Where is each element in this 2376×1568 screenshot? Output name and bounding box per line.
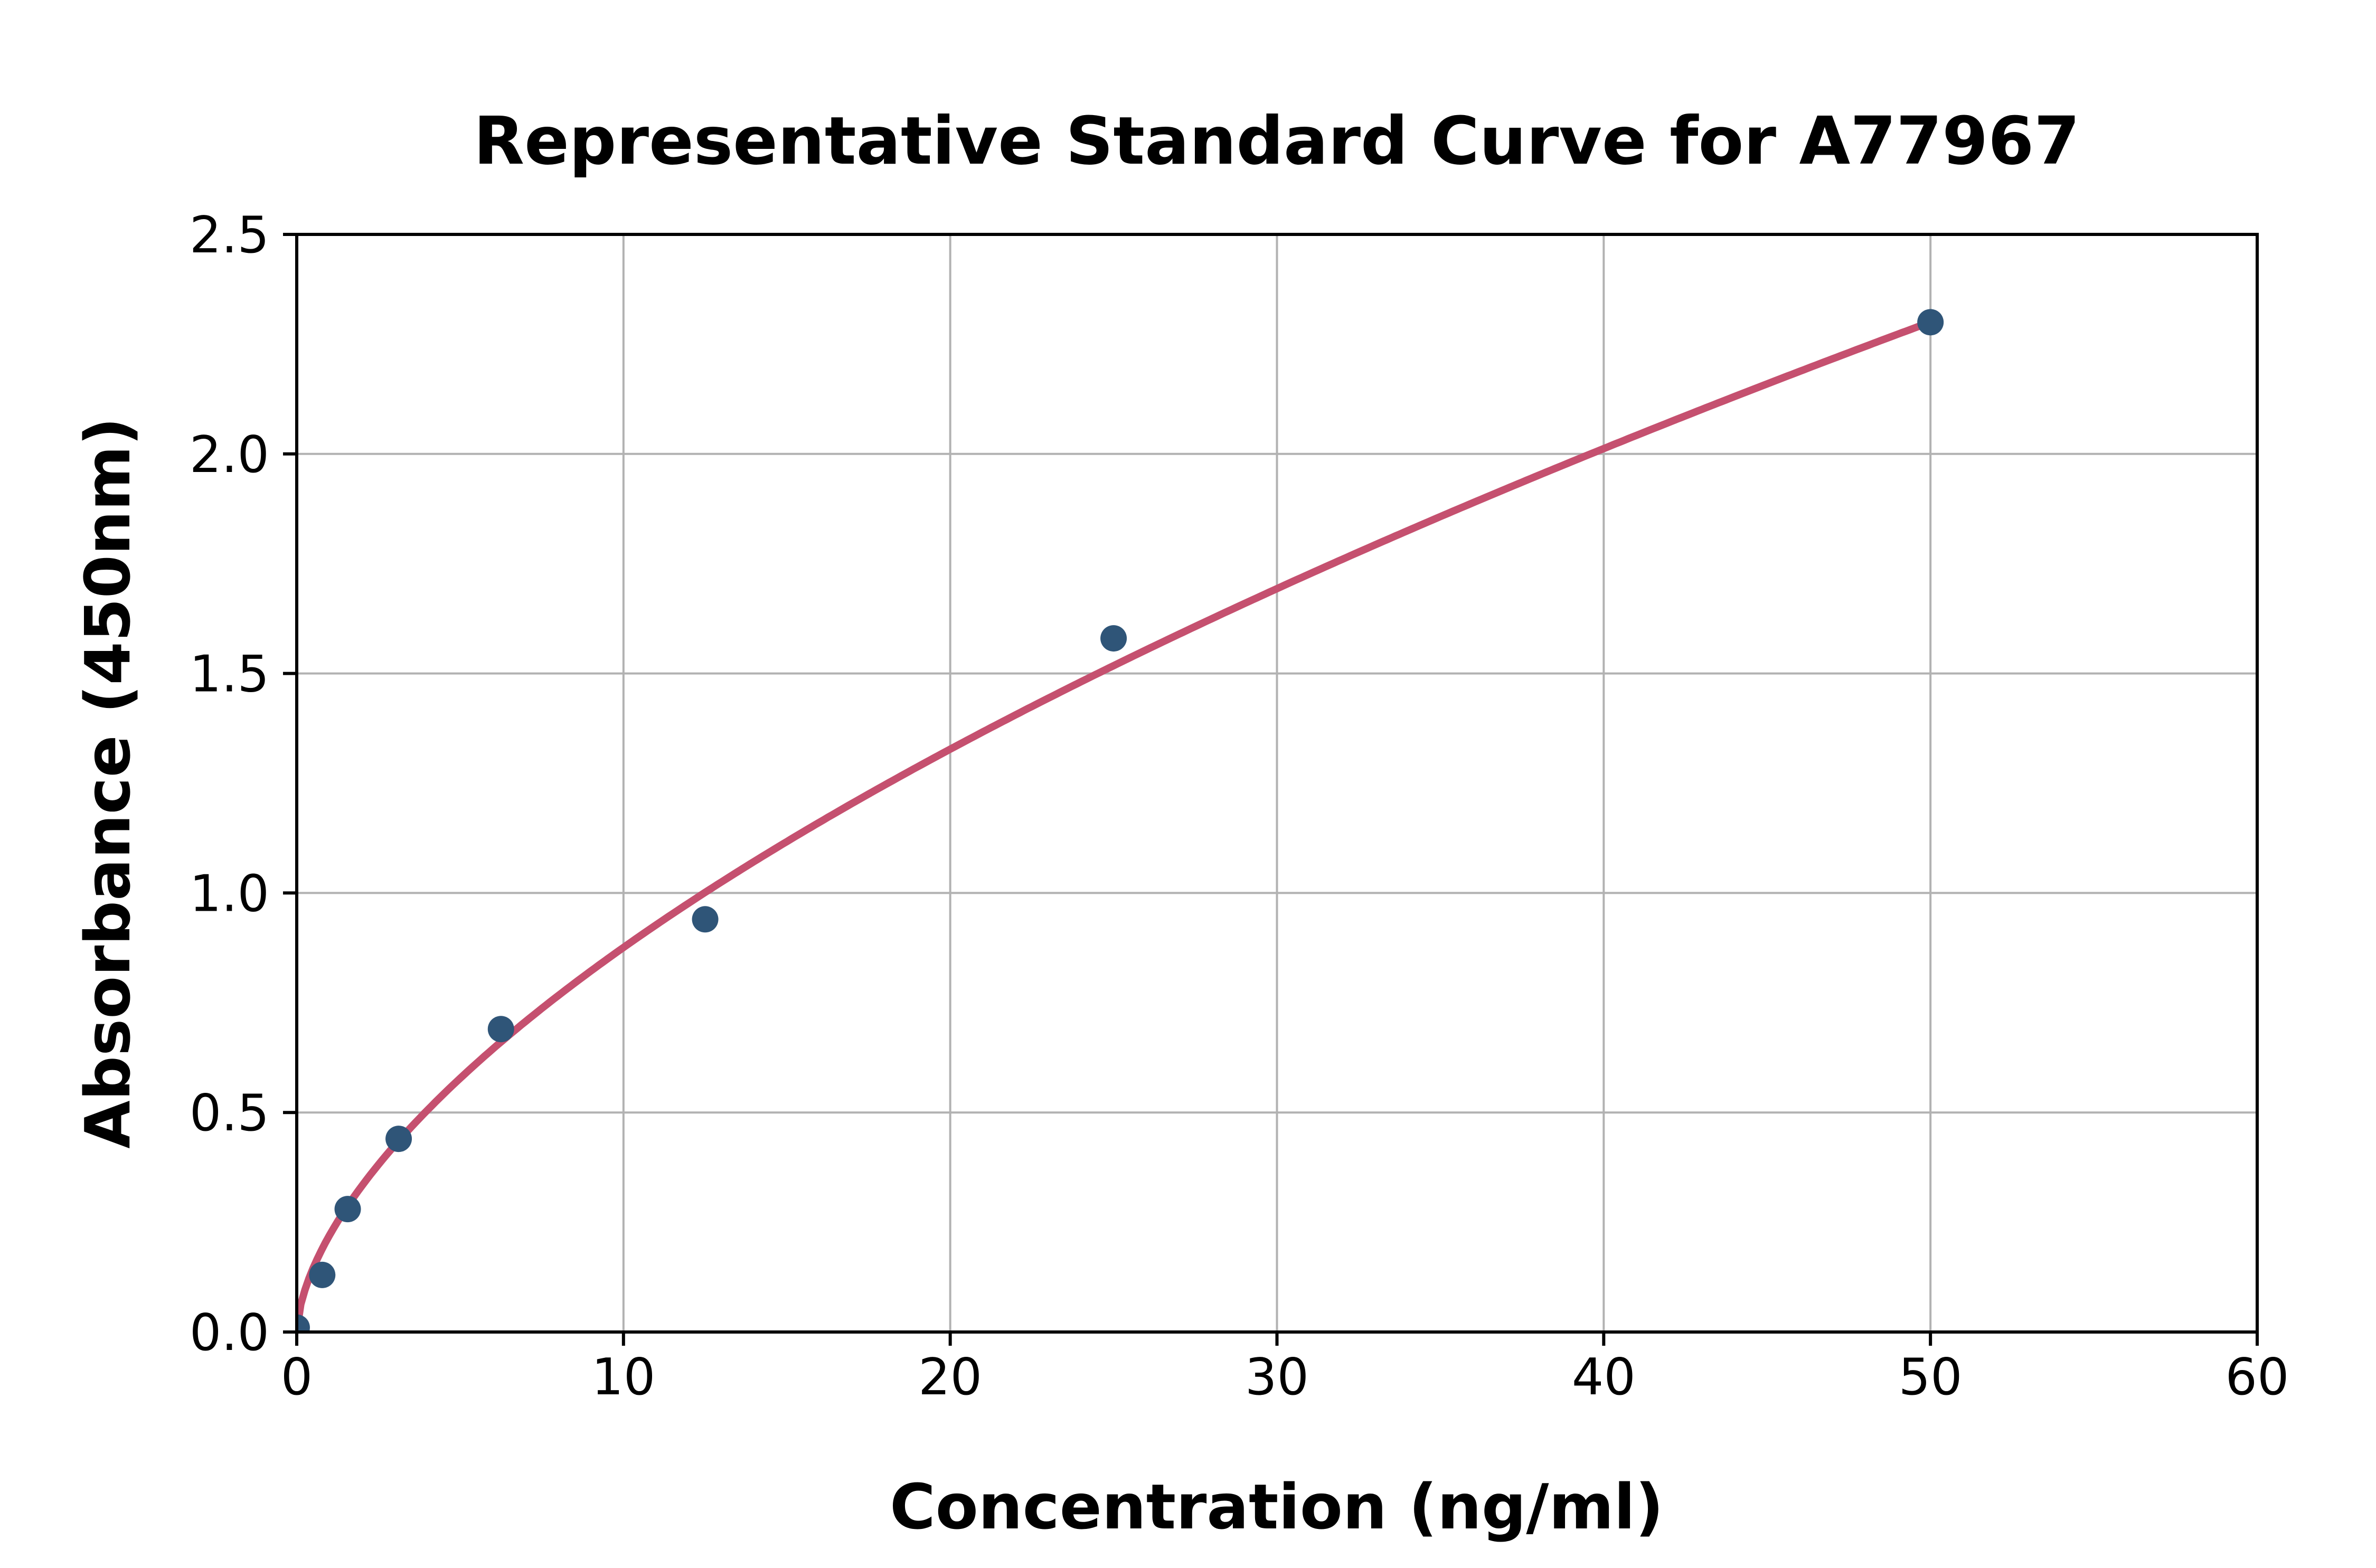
gridlines: [297, 234, 2257, 1332]
data-point: [692, 906, 719, 933]
data-point: [297, 1314, 310, 1332]
data-point: [334, 1196, 361, 1223]
y-axis-label: Absorbance (450nm): [71, 417, 144, 1149]
x-tick-label: 40: [1572, 1348, 1636, 1406]
x-axis-label: Concentration (ng/ml): [890, 1470, 1664, 1543]
y-tick-label: 2.5: [190, 206, 269, 265]
data-point: [309, 1261, 336, 1288]
x-tick-label: 20: [918, 1348, 982, 1406]
x-tick-label: 50: [1899, 1348, 1963, 1406]
data-point: [385, 1126, 412, 1153]
axes: [283, 233, 2259, 1346]
data-point: [1100, 625, 1127, 652]
data-point: [487, 1016, 514, 1043]
chart-title: Representative Standard Curve for A77967: [474, 103, 2080, 180]
data-layer: [297, 309, 1944, 1332]
x-tick-label: 10: [591, 1348, 655, 1406]
y-tick-label: 0.0: [190, 1304, 269, 1362]
data-point: [1917, 309, 1944, 336]
y-tick-label: 2.0: [190, 426, 269, 484]
y-tick-label: 1.5: [190, 646, 269, 704]
tick-labels: 0 10 20 30 40 50 60 0.0 0.5 1.0 1.5 2.0 2.5: [190, 206, 2289, 1406]
y-tick-label: 1.0: [190, 865, 269, 923]
x-tick-label: 30: [1245, 1348, 1309, 1406]
x-tick-label: 60: [2226, 1348, 2289, 1406]
fit-curve: [297, 318, 1935, 1332]
x-tick-label: 0: [281, 1348, 313, 1406]
y-tick-label: 0.5: [190, 1084, 269, 1142]
